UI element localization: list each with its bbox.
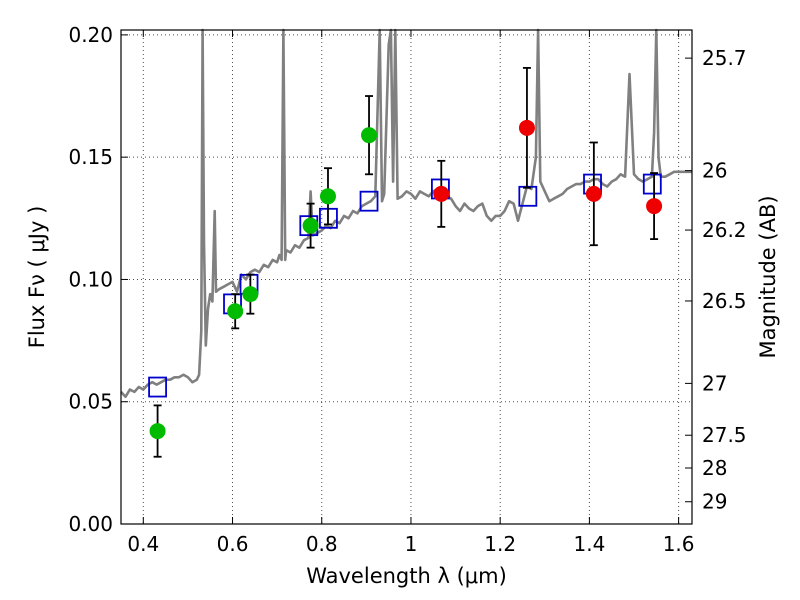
y2-tick-label: 26.2 (702, 218, 747, 242)
green-point-marker (149, 423, 166, 440)
y2-tick-label: 26 (702, 159, 727, 183)
x-axis-title: Wavelength λ (μm) (306, 564, 507, 588)
green-point-marker (302, 217, 319, 234)
y-tick-label: 0.05 (68, 390, 113, 414)
y-tick-label: 0.10 (68, 267, 113, 291)
x-tick-label: 0.8 (306, 532, 338, 556)
y2-tick-label: 28 (702, 456, 727, 480)
labels-layer: 0.4 0.6 0.8 1 1.2 1.4 1.6 0.00 0.05 0.10 0.15 0.20 2… (25, 23, 780, 588)
grid-layer (121, 30, 692, 525)
x-tick-label: 1.6 (663, 532, 695, 556)
red-point-marker (433, 185, 450, 202)
y-tick-label: 0.20 (68, 23, 113, 47)
axes-layer (121, 30, 692, 525)
y2-axis-title: Magnitude (AB) (756, 195, 780, 358)
spectrum-line (120, 28, 692, 399)
red-point-marker (585, 185, 602, 202)
green-point-marker (361, 127, 378, 144)
y2-tick-label: 25.7 (702, 46, 747, 70)
x-tick-label: 1.2 (484, 532, 516, 556)
y2-tick-label: 29 (702, 490, 727, 514)
red-point-marker (518, 119, 535, 136)
green-point-marker (227, 303, 244, 320)
plot-frame (120, 29, 693, 525)
y2-tick-label: 27 (702, 371, 727, 395)
series-layer (120, 28, 692, 458)
y-tick-label: 0.15 (68, 145, 113, 169)
model-square-marker (148, 376, 167, 398)
green-point-marker (242, 286, 259, 303)
green-point-marker (319, 188, 336, 205)
x-tick-label: 0.4 (127, 532, 159, 556)
x-tick-label: 0.6 (217, 532, 249, 556)
red-point-marker (646, 198, 663, 215)
y2-tick-label: 26.5 (702, 289, 747, 313)
model-square-marker (359, 190, 379, 212)
y-tick-label: 0.00 (68, 512, 113, 536)
y-axis-title: Flux Fν ( μJy ) (25, 206, 49, 349)
model-square-marker (642, 173, 662, 195)
x-tick-label: 1 (405, 532, 418, 556)
y2-tick-label: 27.5 (702, 423, 747, 447)
x-tick-label: 1.4 (573, 532, 605, 556)
